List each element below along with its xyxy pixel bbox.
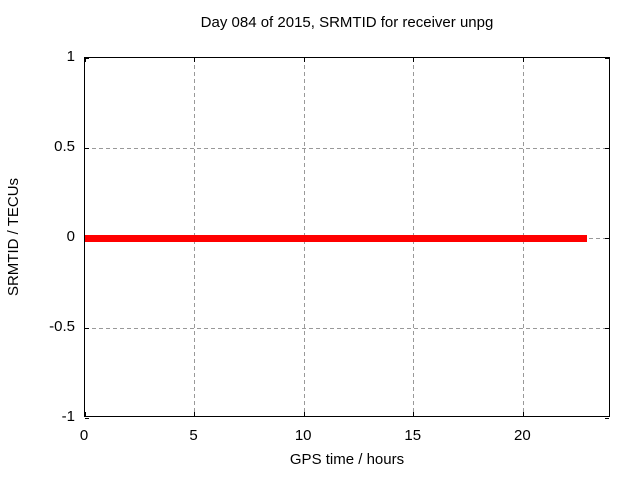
x-tick-mark: [194, 58, 196, 62]
plot-area: [84, 57, 610, 419]
y-gridline: [85, 147, 609, 149]
x-tick-mark: [194, 412, 196, 416]
y-tick-label: -1: [61, 408, 75, 425]
y-tick-mark: [85, 327, 89, 329]
x-tick-label: 5: [189, 427, 198, 444]
y-tick-mark: [605, 327, 609, 329]
x-tick-mark: [303, 58, 305, 62]
chart-title: Day 084 of 2015, SRMTID for receiver unp…: [200, 14, 494, 31]
y-tick-mark: [605, 57, 609, 59]
y-tick-label: -0.5: [49, 318, 75, 335]
x-tick-mark: [84, 58, 86, 62]
y-tick-mark: [605, 237, 609, 239]
y-tick-mark: [605, 147, 609, 149]
y-tick-mark: [85, 57, 89, 59]
x-tick-mark: [84, 412, 86, 416]
x-tick-mark: [413, 412, 415, 416]
y-tick-mark: [85, 147, 89, 149]
y-tick-mark: [605, 417, 609, 419]
y-tick-mark: [85, 417, 89, 419]
x-tick-mark: [522, 58, 524, 62]
x-tick-mark: [413, 58, 415, 62]
y-gridline: [85, 327, 609, 329]
x-tick-mark: [303, 412, 305, 416]
x-tick-label: 0: [79, 427, 89, 444]
x-tick-mark: [522, 412, 524, 416]
x-tick-label: 15: [404, 427, 422, 444]
y-tick-label: 0: [66, 228, 75, 245]
y-tick-label: 1: [66, 48, 75, 65]
x-axis-label: GPS time / hours: [289, 451, 405, 468]
x-tick-label: 20: [513, 427, 531, 444]
series-line-srmtid: [85, 234, 587, 242]
y-tick-label: 0.5: [54, 138, 75, 155]
x-tick-label: 10: [294, 427, 312, 444]
